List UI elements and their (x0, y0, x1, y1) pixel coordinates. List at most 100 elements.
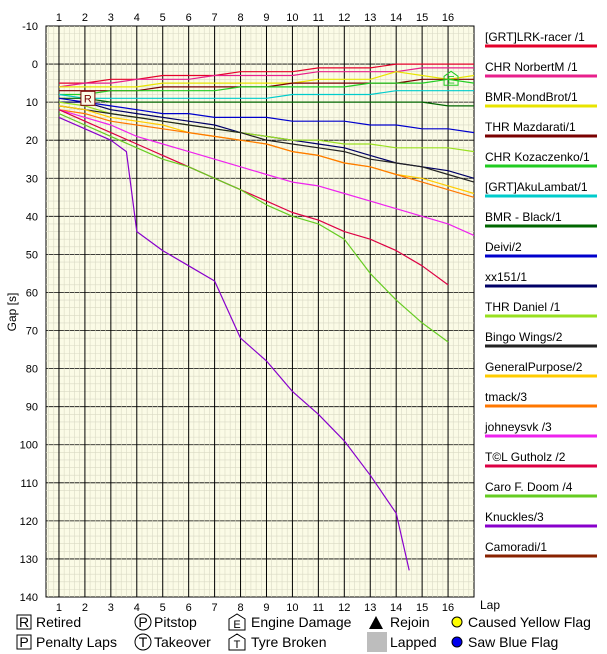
x-tick-label-top: 3 (108, 12, 114, 24)
takeover-label: Takeover (154, 634, 211, 650)
key-takeover: T Takeover (134, 633, 211, 651)
x-tick-label-bottom: 10 (286, 602, 298, 614)
series-line (58, 109, 475, 236)
legend: [GRT]LRK-racer /1 CHR NorbertM /1 BMR-Mond… (484, 30, 597, 558)
retired-label: Retired (36, 614, 81, 630)
engine-symbol: E (233, 619, 240, 631)
yellow-flag-icon (451, 616, 463, 628)
key-engine-damage: E Engine Damage (228, 613, 352, 631)
y-tick-label: 0 (32, 59, 38, 71)
legend-label: THR Mazdarati/1 (485, 120, 576, 134)
x-tick-label-bottom: 16 (442, 602, 454, 614)
key: R Retired P Penalty Laps P Pitstop T Tak… (16, 613, 591, 652)
tyre-broken-icon (228, 633, 246, 651)
legend-label: CHR Kozaczenko/1 (485, 150, 590, 164)
y-tick-label: 140 (20, 592, 38, 604)
series-line (58, 116, 410, 571)
y-tick-label: 40 (26, 211, 38, 223)
x-tick-label-bottom: 8 (237, 602, 243, 614)
x-tick-label-bottom: 12 (338, 602, 350, 614)
y-tick-label: 100 (20, 440, 38, 452)
y-tick-label: 10 (26, 97, 38, 109)
series-line (58, 113, 449, 343)
blue-flag-icon (451, 636, 463, 648)
legend-label: CHR NorbertM /1 (485, 60, 578, 74)
x-tick-label-top: 5 (160, 12, 166, 24)
x-tick-label-bottom: 1 (56, 602, 62, 614)
yellow-label: Caused Yellow Flag (468, 614, 591, 630)
tick-labels: 1122334455667788991010111112121313141415… (20, 12, 455, 614)
rejoin-label: Rejoin (390, 614, 430, 630)
penalty-symbol: P (19, 634, 28, 650)
penalty-label: Penalty Laps (36, 634, 117, 650)
x-tick-label-top: 10 (286, 12, 298, 24)
x-tick-label-top: 16 (442, 12, 454, 24)
key-penalty: P Penalty Laps (16, 634, 117, 650)
x-tick-label-top: 13 (364, 12, 376, 24)
x-tick-label-bottom: 9 (263, 602, 269, 614)
series-line (58, 97, 475, 134)
y-tick-label: -10 (22, 21, 38, 33)
series-line (59, 78, 475, 96)
series-lines (58, 63, 475, 571)
x-tick-label-top: 9 (263, 12, 269, 24)
takeover-symbol: T (139, 634, 148, 650)
lapped-label: Lapped (390, 634, 437, 650)
legend-label: Caro F. Doom /4 (485, 480, 573, 494)
engine-label: Engine Damage (251, 614, 352, 630)
x-tick-label-bottom: 5 (160, 602, 166, 614)
engine-damage-marker (443, 70, 459, 86)
legend-label: xx151/1 (485, 270, 527, 284)
legend-label: Camoradi/1 (485, 540, 547, 554)
x-tick-label-top: 1 (56, 12, 62, 24)
legend-label: Deivi/2 (485, 240, 522, 254)
y-tick-label: 20 (26, 135, 38, 147)
x-tick-label-bottom: 3 (108, 602, 114, 614)
legend-label: [GRT]AkuLambat/1 (485, 180, 588, 194)
y-axis-title: Gap [s] (5, 293, 19, 332)
y-tick-label: 80 (26, 364, 38, 376)
y-tick-label: 130 (20, 554, 38, 566)
x-tick-label-bottom: 6 (186, 602, 192, 614)
x-tick-label-top: 4 (134, 12, 140, 24)
engine-damage-icon (228, 613, 246, 631)
retired-marker (80, 90, 96, 106)
x-tick-label-bottom: 15 (416, 602, 428, 614)
legend-label: GeneralPurpose/2 (485, 360, 583, 374)
legend-label: BMR - Black/1 (485, 210, 562, 224)
legend-label: Knuckles/3 (485, 510, 544, 524)
legend-label: THR Daniel /1 (485, 300, 561, 314)
tyre-label: Tyre Broken (251, 634, 326, 650)
legend-label: [GRT]LRK-racer /1 (485, 30, 585, 44)
series-line (58, 109, 475, 198)
pitstop-symbol: P (138, 614, 147, 630)
series-line (58, 105, 475, 183)
y-tick-label: 110 (20, 478, 38, 490)
x-tick-label-bottom: 7 (212, 602, 218, 614)
key-lapped: Lapped (367, 632, 437, 652)
x-tick-label-top: 15 (416, 12, 428, 24)
x-axis-title: Lap (480, 598, 500, 612)
tyre-symbol: T (234, 639, 241, 651)
legend-label: johneysvk /3 (484, 420, 552, 434)
series-line (58, 90, 474, 99)
x-tick-label-bottom: 4 (134, 602, 140, 614)
x-tick-label-bottom: 13 (364, 602, 376, 614)
series-line (59, 63, 474, 84)
series-line (59, 97, 474, 107)
y-tick-label: 120 (20, 516, 38, 528)
y-tick-label: 50 (26, 249, 38, 261)
key-tyre-broken: T Tyre Broken (228, 633, 326, 651)
series-line (58, 67, 474, 88)
series-line (58, 109, 449, 286)
x-tick-label-top: 2 (82, 12, 88, 24)
legend-label: Bingo Wings/2 (485, 330, 563, 344)
x-tick-label-top: 14 (390, 12, 402, 24)
rejoin-triangle-icon (369, 616, 383, 629)
event-markers: RE (80, 70, 459, 106)
key-yellow-flag: Caused Yellow Flag (451, 614, 591, 630)
pitstop-label: Pitstop (154, 614, 197, 630)
y-tick-label: 90 (26, 402, 38, 414)
x-tick-label-bottom: 14 (390, 602, 402, 614)
